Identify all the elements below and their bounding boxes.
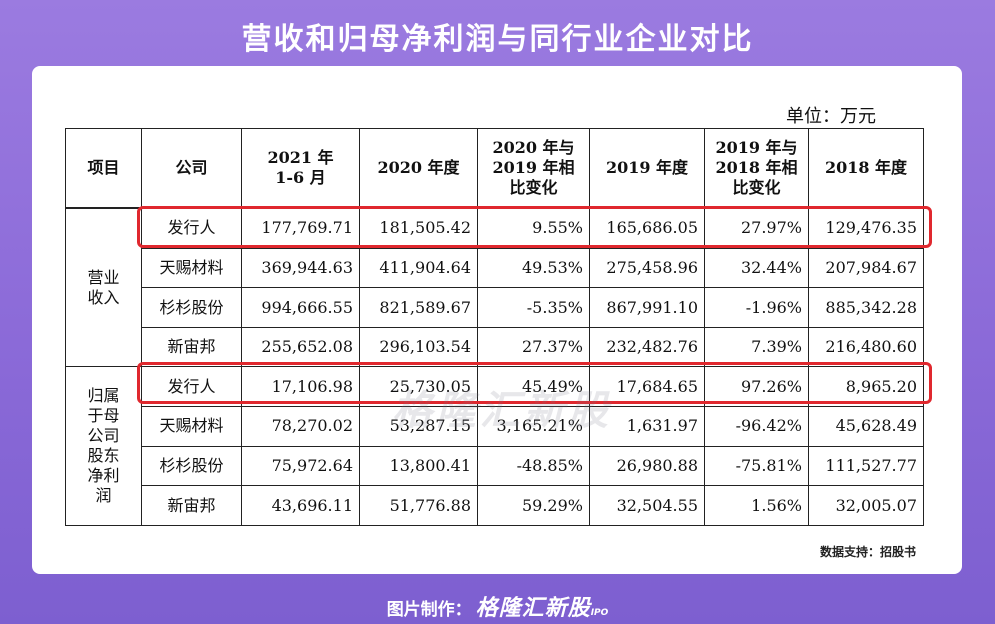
company-cell: 发行人 xyxy=(141,207,242,249)
footer-ipo-mark: IPO xyxy=(590,608,609,618)
value-cell: 411,904.64 xyxy=(359,247,478,289)
page-title: 营收和归母净利润与同行业企业对比 xyxy=(241,22,754,57)
value-cell: 32.44% xyxy=(704,247,809,289)
value-cell: 129,476.35 xyxy=(808,207,924,249)
value-cell: 275,458.96 xyxy=(589,247,705,289)
value-cell: 97.26% xyxy=(704,366,809,408)
table-card: 单位：万元 项目 公司 2021 年 1-6 月 2020 年度 2020 年与 201… xyxy=(32,66,962,574)
company-cell: 天赐材料 xyxy=(141,406,242,447)
column-header: 2019 年与 2018 年相 比变化 xyxy=(704,128,809,209)
table-row: 新宙邦 43,696.11 51,776.88 59.29% 32,504.55 1.56… xyxy=(66,485,924,526)
value-cell: 177,769.71 xyxy=(241,207,360,249)
value-cell: 885,342.28 xyxy=(808,287,924,328)
value-cell: 296,103.54 xyxy=(359,326,478,368)
value-cell: 1.56% xyxy=(704,485,809,526)
table-row: 杉杉股份 75,972.64 13,800.41 -48.85% 26,980.88 -7… xyxy=(66,445,924,487)
value-cell: 9.55% xyxy=(477,207,590,249)
table-row: 杉杉股份 994,666.55 821,589.67 -5.35% 867,991.10… xyxy=(66,287,924,328)
group-label: 营业 收入 xyxy=(65,207,142,368)
column-header: 项目 xyxy=(65,128,142,209)
table-row: 天赐材料 78,270.02 53,287.15 3,165.21% 1,631.97-… xyxy=(66,406,924,447)
group-label: 归属 于母 公司 股东 净利 润 xyxy=(65,366,142,526)
value-cell: 59.29% xyxy=(477,485,590,526)
comparison-table: 项目 公司 2021 年 1-6 月 2020 年度 2020 年与 2019 年相 比… xyxy=(65,128,924,526)
value-cell: 867,991.10 xyxy=(589,287,705,328)
value-cell: 1,631.97 xyxy=(589,406,705,447)
column-header: 2020 年度 xyxy=(359,128,478,209)
table-body: 营业 收入 发行人 177,769.71 181,505.42 9.55% 165,686… xyxy=(65,207,924,526)
value-cell: 17,684.65 xyxy=(589,366,705,408)
value-cell: 7.39% xyxy=(704,326,809,368)
footer-brand-logo: 格隆汇新股 xyxy=(475,596,591,621)
value-cell: -75.81% xyxy=(704,445,809,487)
value-cell: 53,287.15 xyxy=(359,406,478,447)
value-cell: 27.97% xyxy=(704,207,809,249)
footer-label: 图片制作： xyxy=(386,600,472,620)
value-cell: 3,165.21% xyxy=(477,406,590,447)
value-cell: 13,800.41 xyxy=(359,445,478,487)
unit-label: 单位：万元 xyxy=(786,106,876,127)
company-cell: 新宙邦 xyxy=(141,485,242,526)
table-row: 归属 于母 公司 股东 净利 润发行人 17,106.98 25,730.05 45.… xyxy=(65,366,924,526)
company-cell: 杉杉股份 xyxy=(141,287,242,328)
table-header-row: 项目 公司 2021 年 1-6 月 2020 年度 2020 年与 2019 年相 比… xyxy=(65,128,924,209)
value-cell: 26,980.88 xyxy=(589,445,705,487)
value-cell: 75,972.64 xyxy=(241,445,360,487)
value-cell: 165,686.05 xyxy=(589,207,705,249)
value-cell: -48.85% xyxy=(477,445,590,487)
value-cell: 27.37% xyxy=(477,326,590,368)
column-header: 2019 年度 xyxy=(589,128,705,209)
column-header: 公司 xyxy=(141,128,242,209)
value-cell: -96.42% xyxy=(704,406,809,447)
value-cell: 369,944.63 xyxy=(241,247,360,289)
value-cell: -1.96% xyxy=(704,287,809,328)
value-cell: 181,505.42 xyxy=(359,207,478,249)
value-cell: 8,965.20 xyxy=(808,366,924,408)
value-cell: 111,527.77 xyxy=(808,445,924,487)
value-cell: 25,730.05 xyxy=(359,366,478,408)
value-cell: 45,628.49 xyxy=(808,406,924,447)
value-cell: 207,984.67 xyxy=(808,247,924,289)
company-cell: 杉杉股份 xyxy=(141,445,242,487)
value-cell: 49.53% xyxy=(477,247,590,289)
company-cell: 天赐材料 xyxy=(141,247,242,289)
value-cell: 216,480.60 xyxy=(808,326,924,368)
footer: 图片制作： 格隆汇新股IPO xyxy=(0,590,995,622)
value-cell: 78,270.02 xyxy=(241,406,360,447)
value-cell: 32,005.07 xyxy=(808,485,924,526)
table-row: 新宙邦 255,652.08 296,103.54 27.37% 232,482.76 7… xyxy=(66,326,924,368)
company-cell: 新宙邦 xyxy=(141,326,242,368)
column-header: 2020 年与 2019 年相 比变化 xyxy=(477,128,590,209)
table-row: 天赐材料 369,944.63 411,904.64 49.53% 275,458.96… xyxy=(66,247,924,289)
column-header: 2018 年度 xyxy=(808,128,924,209)
column-header: 2021 年 1-6 月 xyxy=(241,128,360,209)
value-cell: 32,504.55 xyxy=(589,485,705,526)
value-cell: 51,776.88 xyxy=(359,485,478,526)
value-cell: 232,482.76 xyxy=(589,326,705,368)
company-cell: 发行人 xyxy=(141,366,242,408)
value-cell: -5.35% xyxy=(477,287,590,328)
value-cell: 43,696.11 xyxy=(241,485,360,526)
value-cell: 45.49% xyxy=(477,366,590,408)
source-note: 数据支持：招股书 xyxy=(819,545,916,559)
table-row: 营业 收入 发行人 177,769.71 181,505.42 9.55% 165,686… xyxy=(65,207,924,368)
value-cell: 821,589.67 xyxy=(359,287,478,328)
value-cell: 994,666.55 xyxy=(241,287,360,328)
value-cell: 255,652.08 xyxy=(241,326,360,368)
value-cell: 17,106.98 xyxy=(241,366,360,408)
